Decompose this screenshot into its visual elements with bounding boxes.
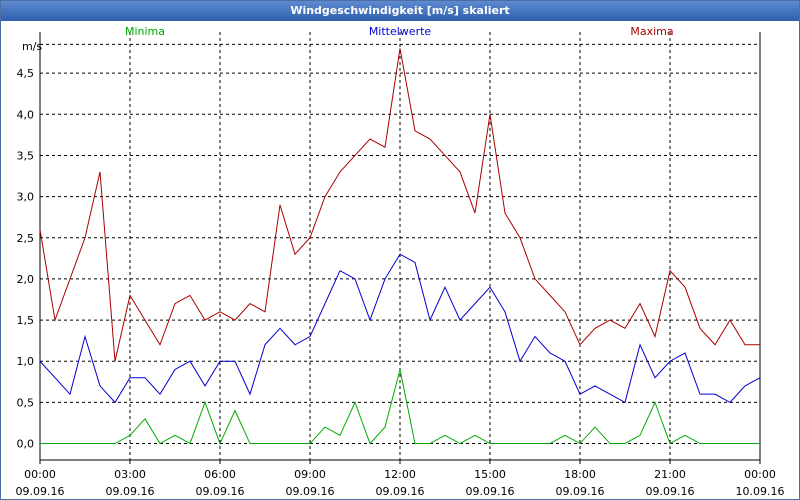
x-tick-date: 09.09.16 [376, 485, 425, 498]
y-axis-label: m/s [22, 40, 42, 53]
x-tick-date: 09.09.16 [466, 485, 515, 498]
y-tick-label: 3,5 [17, 149, 35, 162]
legend: Minima Mittelwerte Maxima [125, 25, 674, 38]
y-tick-label: 2,0 [17, 273, 35, 286]
x-tick-time: 09:00 [294, 468, 326, 481]
x-tick-date: 09.09.16 [106, 485, 155, 498]
x-tick-date: 09.09.16 [196, 485, 245, 498]
series-lines [39, 48, 761, 445]
x-tick-time: 15:00 [474, 468, 506, 481]
axes [39, 32, 761, 464]
y-tick-labels: 0,0 0,5 1,0 1,5 2,0 2,5 3,0 3,5 4,0 4,5 [17, 67, 35, 450]
y-tick-label: 4,5 [17, 67, 35, 80]
y-tick-label: 0,5 [17, 396, 35, 409]
y-tick-label: 3,0 [17, 191, 35, 204]
y-tick-label: 1,0 [17, 355, 35, 368]
chart-title: Windgeschwindigkeit [m/s] skaliert [1, 1, 799, 21]
legend-minima: Minima [125, 25, 165, 38]
x-tick-time: 00:00 [744, 468, 776, 481]
y-tick-label: 1,5 [17, 314, 35, 327]
y-tick-label: 0,0 [17, 438, 35, 451]
x-tick-time: 06:00 [204, 468, 236, 481]
x-tick-time: 03:00 [114, 468, 146, 481]
legend-maxima: Maxima [630, 25, 673, 38]
x-tick-date: 09.09.16 [286, 485, 335, 498]
series-maxima-line [39, 48, 760, 362]
x-tick-date: 09.09.16 [556, 485, 605, 498]
x-tick-date: 09.09.16 [646, 485, 695, 498]
grid-lines [40, 32, 760, 460]
legend-mittelwerte: Mittelwerte [369, 25, 432, 38]
series-minima-line [40, 369, 760, 445]
y-tick-label: 2,5 [17, 232, 35, 245]
x-tick-date: 10.09.16 [736, 485, 785, 498]
x-tick-time: 21:00 [654, 468, 686, 481]
x-tick-time: 12:00 [384, 468, 416, 481]
x-tick-time: 18:00 [564, 468, 596, 481]
y-tick-label: 4,0 [17, 108, 35, 121]
x-tick-time: 00:00 [24, 468, 56, 481]
series-mittelwerte-line [39, 253, 761, 404]
x-tick-labels: 00:00 09.09.16 03:00 09.09.16 06:00 09.09.16 0… [16, 468, 785, 498]
x-tick-date: 09.09.16 [16, 485, 65, 498]
